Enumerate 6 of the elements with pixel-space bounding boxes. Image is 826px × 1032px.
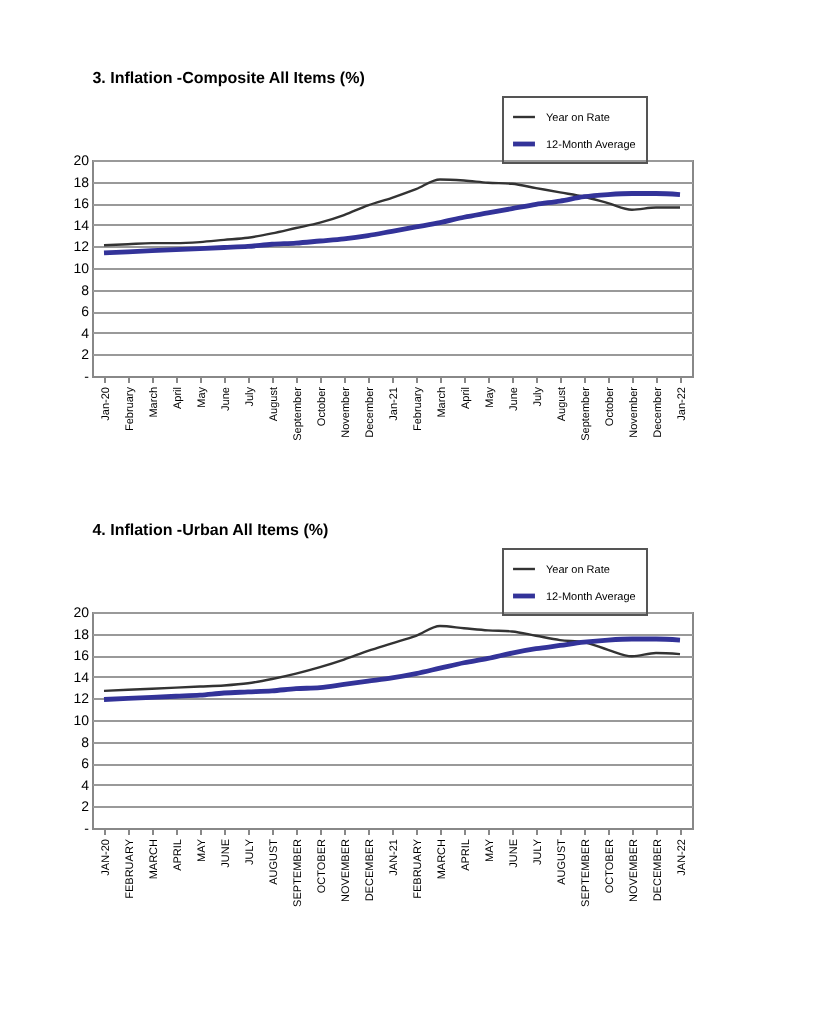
line-series [102, 624, 682, 693]
chart-title: 4. Inflation -Urban All Items (%) [92, 521, 329, 539]
line-series [102, 178, 682, 247]
chart-title: 3. Inflation -Composite All Items (%) [92, 69, 366, 87]
line-series [101, 636, 683, 702]
line-series [101, 191, 683, 256]
